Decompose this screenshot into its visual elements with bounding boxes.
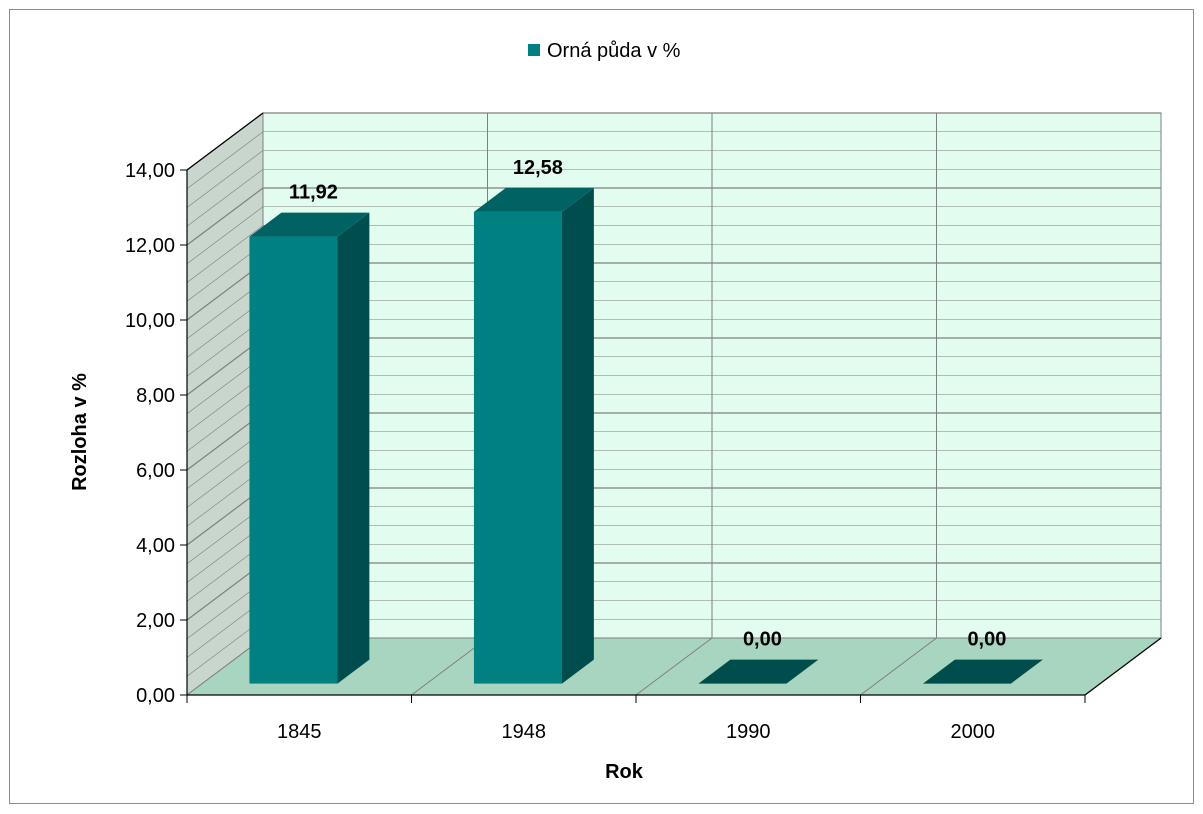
y-tick-label: 0,00 <box>136 685 175 707</box>
y-tick-label: 8,00 <box>136 385 175 407</box>
side-gridline-minor <box>186 225 264 283</box>
side-gridline-minor <box>186 169 264 227</box>
data-label: 0,00 <box>967 629 1006 651</box>
floor-edge <box>1084 637 1162 696</box>
legend-label: Orná půda v % <box>547 40 681 62</box>
y-tick-label: 12,00 <box>125 235 175 257</box>
bar-2000 <box>922 659 1043 684</box>
bar-1990 <box>698 659 819 684</box>
y-tick-label: 2,00 <box>136 610 175 632</box>
bar-1845 <box>249 212 370 684</box>
x-tick-label: 1990 <box>726 721 771 743</box>
chart-bars <box>249 187 1043 684</box>
bar-side <box>561 187 594 684</box>
y-tick-label: 4,00 <box>136 535 175 557</box>
y-axis-title: Rozloha v % <box>69 373 91 491</box>
chart-axes <box>180 112 1162 703</box>
bar-front <box>473 211 562 684</box>
side-top-edge <box>186 112 264 171</box>
side-gridline-minor <box>186 150 264 208</box>
side-gridline-minor <box>186 131 264 189</box>
x-axis-title: Rok <box>605 761 644 783</box>
data-label: 12,58 <box>513 157 563 179</box>
floor-gridline <box>860 637 937 696</box>
x-tick-label: 1845 <box>277 721 322 743</box>
data-label: 0,00 <box>743 629 782 651</box>
y-tick-label: 10,00 <box>125 310 175 332</box>
x-tick-label: 1948 <box>502 721 547 743</box>
bar-top <box>698 659 819 684</box>
bar-side <box>337 212 370 684</box>
x-tick-label: 2000 <box>951 721 996 743</box>
data-label: 11,92 <box>289 182 338 204</box>
legend: Orná půda v % <box>528 40 681 62</box>
bar-top <box>473 187 594 212</box>
side-gridline-major <box>186 187 264 246</box>
legend-swatch <box>528 44 540 56</box>
y-tick-label: 14,00 <box>125 160 175 182</box>
bar-top <box>249 212 370 237</box>
bar-top <box>922 659 1043 684</box>
bar-front <box>249 236 338 684</box>
y-tick-label: 6,00 <box>136 460 175 482</box>
side-gridline-minor <box>186 206 264 264</box>
chart-gridlines <box>186 112 1161 696</box>
floor-gridline <box>635 637 713 696</box>
chart-labels: 11,92 1845 12,58 1948 0,00 1990 0,00 2000 0,00 2,… <box>125 157 1006 743</box>
bar-1948 <box>473 187 594 684</box>
